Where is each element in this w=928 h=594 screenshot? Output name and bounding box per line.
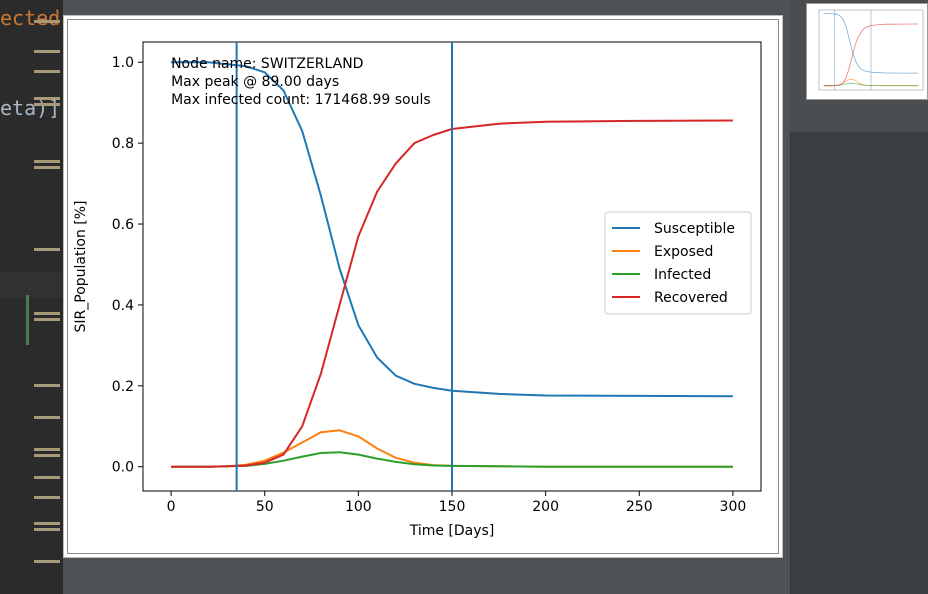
- fold-marker-icon[interactable]: [34, 496, 60, 499]
- x-tick-label: 250: [626, 499, 653, 515]
- y-tick-label: 0.8: [112, 136, 134, 152]
- x-tick-label: 100: [345, 499, 372, 515]
- code-line-fragment: ected: [0, 6, 61, 30]
- series-line-susceptible: [171, 61, 733, 398]
- thumb-series-line: [823, 13, 919, 74]
- side-panel: [790, 132, 928, 594]
- fold-marker-icon[interactable]: [34, 70, 60, 73]
- fold-marker-icon[interactable]: [34, 312, 60, 321]
- legend-label: Exposed: [654, 244, 713, 260]
- plot-thumbnail[interactable]: [806, 3, 928, 100]
- annotation-line: Max peak @ 89.00 days: [171, 74, 339, 90]
- annotation-line: Max infected count: 171468.99 souls: [171, 92, 431, 108]
- fold-marker-icon[interactable]: [34, 20, 60, 23]
- annotation-line: Node name: SWITZERLAND: [171, 56, 363, 72]
- figure-border: [67, 19, 779, 554]
- y-tick-label: 0.0: [112, 460, 134, 476]
- code-line-fragment: eta)]: [0, 96, 61, 120]
- fold-marker-icon[interactable]: [34, 522, 60, 531]
- thumb-series-line: [823, 23, 919, 87]
- y-axis-label: SIR_Population [%]: [73, 201, 89, 333]
- sir-chart: 0 50 100 150 200 250 300 0.0 0.2 0.4 0.6 0.8 1.0 Time…: [73, 41, 762, 539]
- x-tick-label: 300: [720, 499, 747, 515]
- x-tick-label: 0: [167, 499, 176, 515]
- series-line-recovered: [171, 119, 733, 468]
- fold-marker-icon[interactable]: [34, 50, 60, 53]
- legend-label: Susceptible: [654, 221, 735, 237]
- fold-marker-icon[interactable]: [34, 448, 60, 457]
- plot-figure-panel[interactable]: 0 50 100 150 200 250 300 0.0 0.2 0.4 0.6 0.8 1.0 Time…: [63, 15, 783, 558]
- current-line-highlight: [0, 272, 63, 298]
- x-axis-label: Time [Days]: [409, 523, 495, 539]
- fold-marker-icon[interactable]: [34, 248, 60, 251]
- y-tick-label: 0.2: [112, 379, 134, 395]
- fold-marker-icon[interactable]: [34, 384, 60, 387]
- fold-marker-icon[interactable]: [34, 160, 60, 169]
- legend-box: [604, 211, 752, 315]
- fold-marker-icon[interactable]: [34, 97, 60, 106]
- legend-label: Recovered: [654, 290, 728, 306]
- fold-marker-icon[interactable]: [34, 416, 60, 419]
- y-tick-label: 0.6: [112, 217, 134, 233]
- y-tick-label: 1.0: [112, 55, 134, 71]
- x-tick-label: 200: [532, 499, 559, 515]
- x-tick-label: 150: [439, 499, 466, 515]
- y-tick-label: 0.4: [112, 298, 134, 314]
- x-tick-label: 50: [256, 499, 274, 515]
- legend-label: Infected: [654, 267, 711, 283]
- fold-marker-icon[interactable]: [34, 476, 60, 479]
- code-editor[interactable]: ected eta)]: [0, 0, 63, 594]
- fold-marker-icon[interactable]: [34, 560, 60, 563]
- vcs-change-marker: [26, 295, 29, 345]
- thumbnail-chart: [818, 9, 924, 91]
